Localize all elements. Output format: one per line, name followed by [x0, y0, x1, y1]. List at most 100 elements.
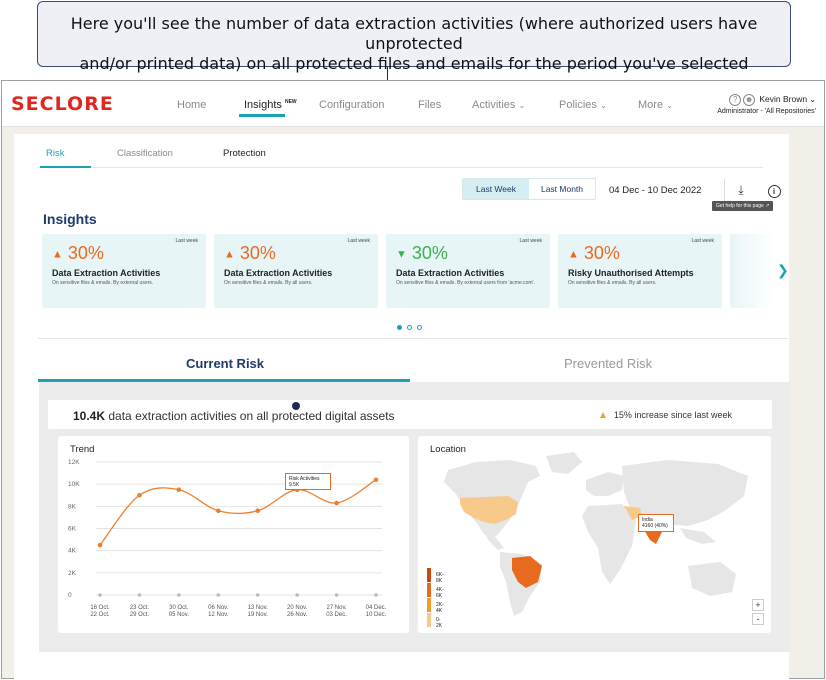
map-central-america	[484, 528, 504, 550]
user-avatar-icon: ☻	[743, 94, 756, 106]
map-africa	[582, 504, 636, 584]
world-map	[444, 452, 748, 616]
carousel-dot[interactable]	[397, 325, 402, 330]
x-tick-label: 10 Dec.	[366, 612, 387, 618]
last-month-button[interactable]: Last Month	[540, 184, 584, 194]
help-icon[interactable]: ?	[729, 94, 742, 106]
chevron-down-icon: ⌄	[518, 101, 526, 110]
chevron-right-icon[interactable]: ❯	[777, 262, 789, 278]
subtab-active-indicator	[40, 166, 91, 168]
insight-card[interactable]: Last week ▲ 30% Data Extraction Activiti…	[214, 234, 378, 308]
last-week-button[interactable]: Last Week	[463, 179, 529, 199]
x-tick-label: 30 Oct.	[169, 605, 189, 611]
chart-tooltip-value: 9.5K	[289, 482, 300, 488]
nav-more[interactable]: More ⌄	[638, 99, 673, 111]
chevron-down-icon: ⌄	[666, 101, 673, 110]
x-tick-marker	[255, 593, 260, 597]
summary-change-text: 15% increase since last week	[613, 410, 732, 420]
card-title: Data Extraction Activities	[52, 268, 161, 278]
nav-more-label: More	[638, 99, 664, 111]
triangle-up-icon: ▲	[52, 248, 63, 261]
download-icon[interactable]: ⤓	[738, 183, 744, 197]
x-tick-marker	[137, 593, 142, 597]
nav-insights[interactable]: Insights NEW	[244, 99, 297, 111]
insight-card[interactable]: Last week ▲ 30% Data Extraction Activiti…	[42, 234, 206, 308]
card-description: On sensitive files & emails. By external…	[52, 280, 154, 286]
tab-current-risk[interactable]: Current Risk	[186, 356, 265, 371]
y-tick-label: 2K	[68, 570, 77, 577]
map-tooltip-value: 4160 (40%)	[642, 523, 668, 529]
x-tick-label: 16 Oct.	[90, 605, 110, 611]
x-tick-marker	[216, 593, 221, 597]
trend-series-line	[99, 479, 377, 546]
x-tick-label: 29 Oct.	[130, 612, 150, 618]
nav-policies[interactable]: Policies ⌄	[559, 99, 607, 111]
y-tick-label: 0	[68, 592, 72, 599]
chevron-down-icon: ⌄	[599, 101, 607, 110]
trend-data-point	[255, 508, 261, 514]
y-tick-label: 6K	[68, 526, 77, 533]
nav-policies-label: Policies	[559, 99, 597, 111]
card-period-badge: Last week	[175, 238, 198, 244]
summary-bar: 10.4K data extraction activities on all …	[48, 400, 772, 429]
nav-activities[interactable]: Activities ⌄	[472, 99, 525, 111]
carousel-dot[interactable]	[407, 325, 412, 330]
map-brazil	[512, 556, 542, 588]
summary-description: data extraction activities on all protec…	[108, 409, 395, 423]
card-title: Data Extraction Activities	[396, 268, 505, 278]
info-icon[interactable]: i	[766, 182, 782, 198]
date-range[interactable]: 04 Dec - 10 Dec 2022	[609, 185, 702, 196]
card-description: On sensitive files & emails. By all user…	[224, 280, 313, 286]
risk-tab-active-indicator	[38, 379, 410, 382]
nav-home[interactable]: Home	[177, 99, 207, 111]
location-card: Location India 4160 (40%)	[418, 436, 771, 633]
x-tick-label: 20 Nov.	[287, 605, 308, 611]
insight-card[interactable]: Last week ▼ 30% Data Extraction Activiti…	[386, 234, 550, 308]
y-tick-label: 10K	[68, 481, 80, 488]
triangle-up-icon: ▲	[598, 410, 608, 421]
card-description: On sensitive files & emails. By external…	[396, 280, 535, 286]
legend-swatch	[427, 583, 431, 597]
x-tick-label: 04 Dec.	[366, 605, 387, 611]
chart-tooltip: Risk Activities 9.5K	[285, 473, 331, 490]
help-tooltip: Get help for this page ↗	[712, 201, 774, 211]
x-tick-marker	[334, 593, 339, 597]
nav-configuration[interactable]: Configuration	[319, 99, 385, 111]
top-navbar: SECLORE Home Insights NEW Configuration …	[2, 81, 824, 127]
triangle-down-icon: ▼	[396, 248, 407, 261]
help-callout: Here you'll see the number of data extra…	[37, 1, 791, 73]
user-menu[interactable]: ? ☻ Kevin Brown ⌄ Administrator - 'All Re…	[717, 94, 816, 115]
trend-data-point	[334, 500, 339, 506]
seclore-logo[interactable]: SECLORE	[11, 93, 114, 115]
insight-card[interactable]: Last week ▲ 30% Risky Unauthorised Attem…	[558, 234, 722, 308]
legend-label: 6K-8K	[436, 572, 444, 584]
new-badge: NEW	[284, 99, 297, 105]
tab-risk[interactable]: Risk	[46, 148, 65, 159]
tab-protection[interactable]: Protection	[223, 148, 266, 159]
trend-data-point	[137, 492, 142, 498]
legend-swatch	[427, 568, 431, 582]
y-tick-label: 12K	[68, 459, 80, 466]
tab-classification[interactable]: Classification	[117, 148, 173, 159]
help-tooltip-text: Get help for this page	[716, 203, 764, 209]
location-title: Location	[430, 444, 466, 455]
zoom-in-button[interactable]: +	[752, 599, 764, 611]
carousel-dot[interactable]	[417, 325, 422, 330]
card-title: Data Extraction Activities	[224, 268, 333, 278]
user-name: Kevin Brown	[759, 94, 808, 105]
card-description: On sensitive files & emails. By all user…	[568, 280, 657, 286]
card-title: Risky Unauthorised Attempts	[568, 268, 694, 278]
carousel-dots	[397, 317, 427, 335]
insight-card-partial[interactable]	[730, 234, 774, 308]
card-period-badge: Last week	[691, 238, 714, 244]
zoom-out-button[interactable]: -	[752, 613, 764, 625]
card-percent-value: 30%	[239, 243, 276, 263]
x-tick-label: 26 Nov.	[287, 612, 308, 618]
nav-files[interactable]: Files	[418, 99, 442, 111]
trend-chart: 0 2K 4K 6K 8K 10K 12K 16 Oct.22 Oct. 23 Oct.29 O…	[68, 459, 387, 618]
tab-prevented-risk[interactable]: Prevented Risk	[564, 356, 653, 371]
card-period-badge: Last week	[347, 238, 370, 244]
triangle-up-icon: ▲	[568, 248, 579, 261]
x-tick-marker	[374, 593, 378, 597]
legend-swatch	[427, 613, 431, 627]
